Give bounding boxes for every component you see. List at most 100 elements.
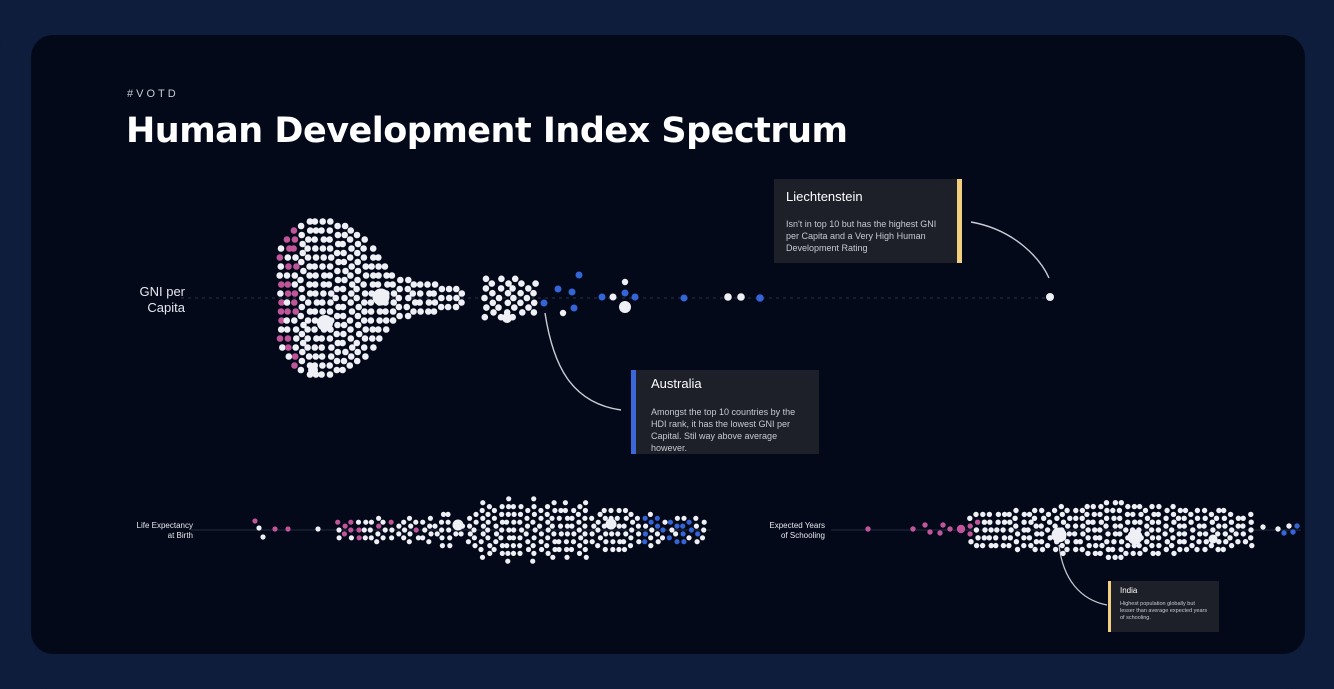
school-country-dot xyxy=(1248,519,1254,525)
school-country-dot xyxy=(1227,535,1233,541)
gni-country-dot xyxy=(319,245,327,252)
life-country-dot xyxy=(623,515,629,521)
life-country-dot xyxy=(545,535,551,541)
gni-country-dot xyxy=(340,330,347,338)
gni-country-dot xyxy=(554,285,562,293)
gni-country-dot xyxy=(341,276,348,284)
life-country-dot xyxy=(467,515,473,521)
school-country-dot xyxy=(1240,523,1246,529)
life-country-dot xyxy=(408,523,414,529)
life-country-dot xyxy=(413,527,419,533)
gni-country-dot xyxy=(367,299,375,306)
life-country-dot xyxy=(701,527,707,533)
gni-country-dot xyxy=(291,353,299,360)
school-country-dot xyxy=(1110,507,1116,514)
gni-country-dot xyxy=(347,227,355,234)
gni-country-dot xyxy=(339,312,347,320)
school-country-dot xyxy=(1084,503,1090,510)
gni-country-dot xyxy=(341,222,349,230)
life-country-dot xyxy=(538,507,544,514)
gni-country-dot xyxy=(348,263,356,270)
gni-country-dot xyxy=(340,249,347,257)
school-country-dot xyxy=(1052,546,1059,553)
school-country-dot xyxy=(1111,515,1117,521)
gni-country-dot xyxy=(631,293,639,301)
school-country-dot xyxy=(982,527,988,533)
gni-country-dot xyxy=(348,281,356,288)
school-country-dot xyxy=(1201,507,1208,514)
life-country-dot xyxy=(550,554,556,560)
life-country-dot xyxy=(493,531,500,537)
gni-country-dot xyxy=(362,263,370,270)
life-country-dot xyxy=(531,535,537,541)
school-country-dot xyxy=(1098,519,1105,525)
school-country-dot xyxy=(1104,539,1110,545)
life-country-dot xyxy=(648,543,654,549)
gni-country-dot xyxy=(396,312,403,320)
gni-country-dot xyxy=(354,267,362,275)
life-country-dot xyxy=(558,507,564,514)
school-country-dot xyxy=(1201,523,1207,529)
life-country-dot xyxy=(426,539,432,545)
life-country-dot xyxy=(589,531,595,537)
gni-country-dot xyxy=(360,344,368,351)
school-country-dot xyxy=(1085,527,1091,533)
school-country-dot xyxy=(1039,546,1046,553)
life-country-dot xyxy=(260,534,266,540)
gni-country-dot xyxy=(313,299,321,306)
life-country-dot xyxy=(499,519,505,525)
school-country-dot xyxy=(1103,500,1110,506)
school-country-dot xyxy=(1051,507,1058,514)
life-country-dot xyxy=(576,519,582,525)
life-country-dot xyxy=(491,546,497,553)
school-country-dot xyxy=(1144,523,1150,529)
life-country-dot xyxy=(517,543,523,549)
school-country-dot xyxy=(1123,527,1129,533)
gni-country-dot xyxy=(510,294,517,302)
life-country-dot xyxy=(616,546,622,553)
school-country-dot xyxy=(1281,530,1287,536)
life-country-dot xyxy=(485,519,491,525)
school-country-dot xyxy=(1171,550,1177,557)
gni-country-dot xyxy=(312,254,320,261)
gni-country-dot xyxy=(306,227,314,234)
life-country-dot xyxy=(531,496,537,502)
life-country-dot xyxy=(517,511,524,517)
life-country-dot xyxy=(428,531,434,537)
life-country-dot xyxy=(681,539,687,545)
gni-country-dot xyxy=(285,344,292,351)
school-country-dot xyxy=(1085,550,1091,557)
life-country-dot xyxy=(591,523,597,529)
gni-country-dot xyxy=(277,308,285,315)
gni-country-dot xyxy=(340,321,348,329)
school-country-dot xyxy=(981,535,987,541)
school-country-dot xyxy=(1098,503,1104,510)
gni-country-dot xyxy=(299,294,306,302)
gni-country-dot xyxy=(369,335,376,342)
school-country-dot xyxy=(1286,523,1292,529)
school-country-dot xyxy=(1007,519,1013,525)
school-country-dot xyxy=(1203,539,1210,545)
school-country-dot xyxy=(1118,539,1125,545)
life-country-dot xyxy=(380,519,386,525)
school-country-dot xyxy=(1130,511,1136,518)
life-country-dot xyxy=(445,519,451,525)
life-country-dot xyxy=(577,504,583,510)
school-country-dot xyxy=(1142,546,1148,553)
gni-country-dot xyxy=(598,293,606,301)
school-country-dot xyxy=(1189,542,1195,549)
gni-country-dot xyxy=(525,285,532,292)
school-country-dot xyxy=(1176,523,1183,529)
gni-country-dot xyxy=(756,294,764,302)
school-country-dot xyxy=(1221,507,1227,514)
gni-country-dot xyxy=(304,254,312,261)
life-country-dot xyxy=(662,519,668,525)
gni-country-dot xyxy=(297,276,304,284)
life-country-dot xyxy=(361,527,367,533)
life-country-dot xyxy=(563,539,570,545)
life-country-dot xyxy=(531,504,537,510)
school-country-dot xyxy=(1112,554,1118,560)
school-country-dot xyxy=(1294,523,1300,529)
gni-country-dot xyxy=(320,281,328,288)
gni-country-dot xyxy=(444,303,452,311)
